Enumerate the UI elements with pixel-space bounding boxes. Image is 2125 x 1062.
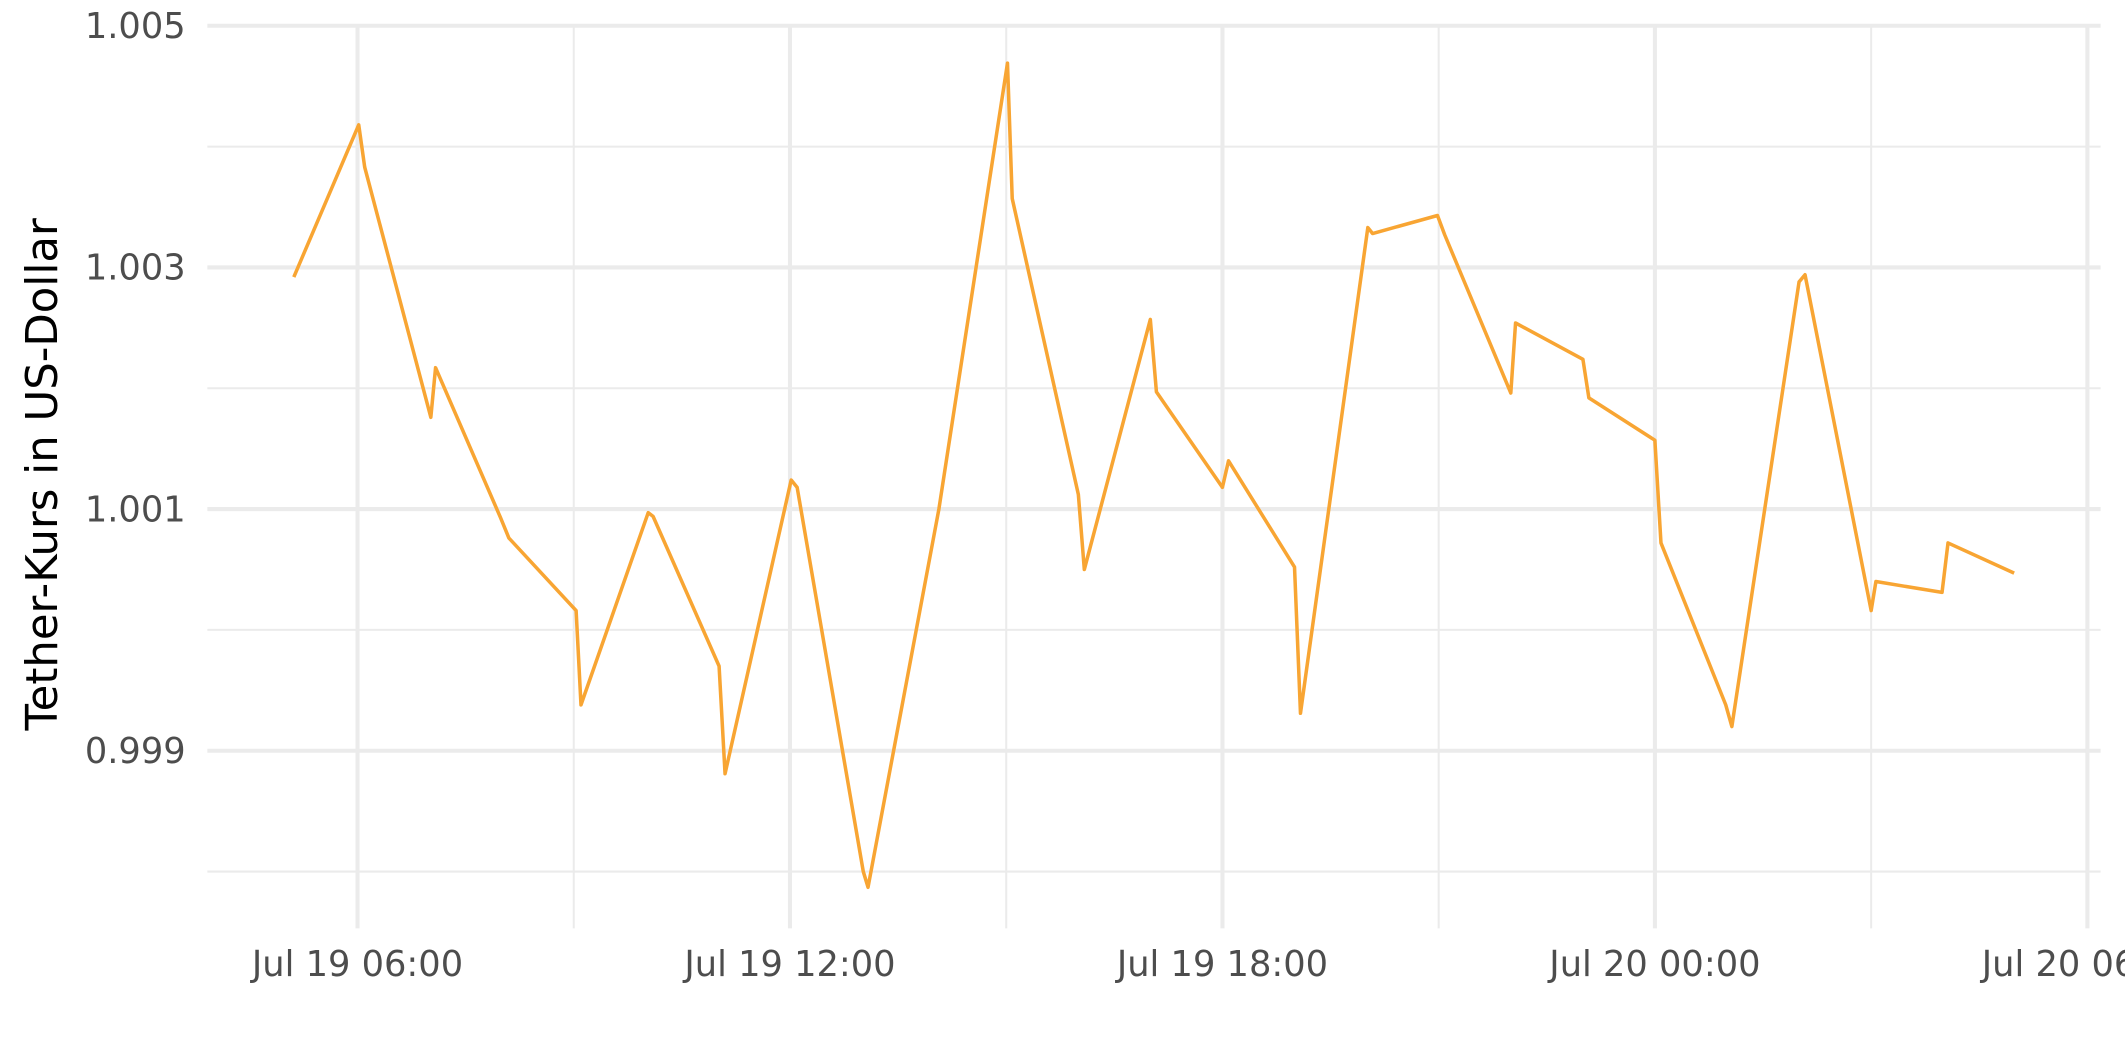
x-tick-label: Jul 19 06:00	[250, 944, 463, 985]
y-tick-label: 1.001	[85, 489, 186, 530]
line-series	[292, 61, 2015, 890]
y-tick-label: 1.003	[85, 248, 186, 289]
x-tick-label: Jul 20 06:00	[1980, 944, 2125, 985]
x-tick-label: Jul 20 00:00	[1547, 944, 1760, 985]
y-tick-label: 0.999	[85, 731, 186, 772]
y-tick-label: 1.005	[85, 6, 186, 47]
x-tick-label: Jul 19 18:00	[1115, 944, 1328, 985]
x-tick-label: Jul 19 12:00	[682, 944, 895, 985]
y-axis-label: Tether-Kurs in US-Dollar	[18, 218, 68, 731]
